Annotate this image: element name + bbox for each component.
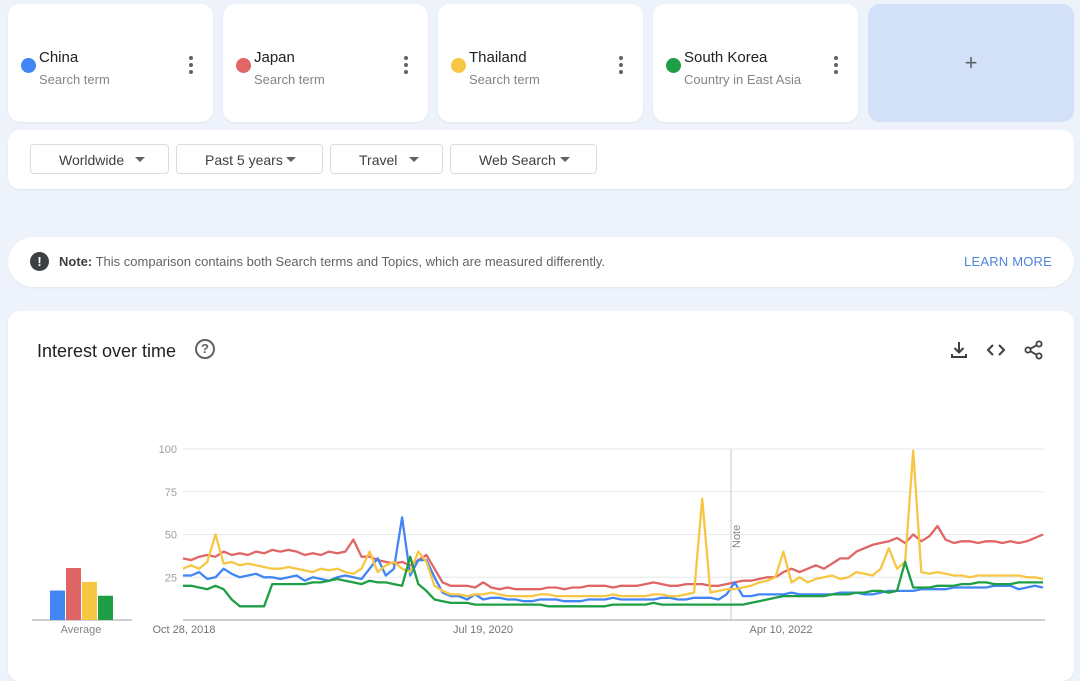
search-type-filter-label: Web Search [479,152,556,168]
learn-more-link[interactable]: LEARN MORE [964,254,1052,269]
term-card-china[interactable]: China Search term [8,4,213,122]
term-card-south-korea[interactable]: South Korea Country in East Asia [653,4,858,122]
comparison-note-banner: ! Note: This comparison contains both Se… [8,237,1074,287]
chart-title: Interest over time [37,341,177,361]
more-vert-icon[interactable] [834,56,838,74]
time-filter-dropdown[interactable]: Past 5 years [176,144,323,174]
average-bar-japan[interactable] [66,568,81,620]
x-tick-label: Oct 28, 2018 [153,624,216,636]
series-color-dot [666,58,681,73]
average-label: Average [61,624,102,636]
info-icon: ! [30,252,49,271]
interest-over-time-card: Interest over time ? [8,311,1074,681]
series-line-south-korea[interactable] [183,555,1043,608]
series-line-japan[interactable] [182,524,1044,591]
search-type-filter-dropdown[interactable]: Web Search [450,144,597,174]
time-filter-label: Past 5 years [205,152,283,168]
y-tick-label: 50 [165,530,177,542]
series-color-dot [236,58,251,73]
annotation-label[interactable]: Note [731,525,743,548]
caret-down-icon [409,157,419,162]
region-filter-label: Worldwide [59,152,125,168]
average-bars [32,568,132,621]
y-tick-label: 100 [159,444,177,456]
more-vert-icon[interactable] [619,56,623,74]
caret-down-icon [135,157,145,162]
average-bar-south-korea[interactable] [98,595,113,620]
more-vert-icon[interactable] [404,56,408,74]
filter-bar: Worldwide Past 5 years Travel Web Search [8,130,1074,189]
note-text-wrap: Note: This comparison contains both Sear… [59,254,605,269]
term-type: Country in East Asia [684,72,802,87]
series-color-dot [451,58,466,73]
series-color-dot [21,58,36,73]
average-bar-thailand[interactable] [82,581,97,620]
caret-down-icon [560,157,570,162]
term-card-japan[interactable]: Japan Search term [223,4,428,122]
plus-icon: + [964,50,978,75]
help-icon[interactable]: ? [195,339,215,359]
y-tick-label: 25 [165,572,177,584]
series-line-thailand[interactable] [182,449,1044,598]
more-vert-icon[interactable] [189,56,193,74]
term-name: Thailand [469,49,527,66]
embed-code-icon[interactable] [985,339,1007,361]
share-icon[interactable] [1023,339,1045,361]
note-prefix: Note: [59,254,93,269]
note-text: This comparison contains both Search ter… [95,254,606,269]
x-tick-label: Jul 19, 2020 [453,624,513,636]
x-tick-label: Apr 10, 2022 [750,624,813,636]
y-tick-label: 75 [165,487,177,499]
term-name: South Korea [684,49,768,66]
term-type: Search term [469,72,540,87]
term-name: Japan [254,49,295,66]
chart-series-lines [182,449,1044,608]
average-bar-china[interactable] [50,590,65,620]
term-name: China [39,49,79,66]
category-filter-dropdown[interactable]: Travel [330,144,443,174]
region-filter-dropdown[interactable]: Worldwide [30,144,169,174]
add-comparison-button[interactable]: + [868,4,1074,122]
caret-down-icon [286,157,296,162]
category-filter-label: Travel [359,152,398,168]
download-icon[interactable] [948,339,970,361]
term-type: Search term [39,72,110,87]
term-card-thailand[interactable]: Thailand Search term [438,4,643,122]
term-type: Search term [254,72,325,87]
